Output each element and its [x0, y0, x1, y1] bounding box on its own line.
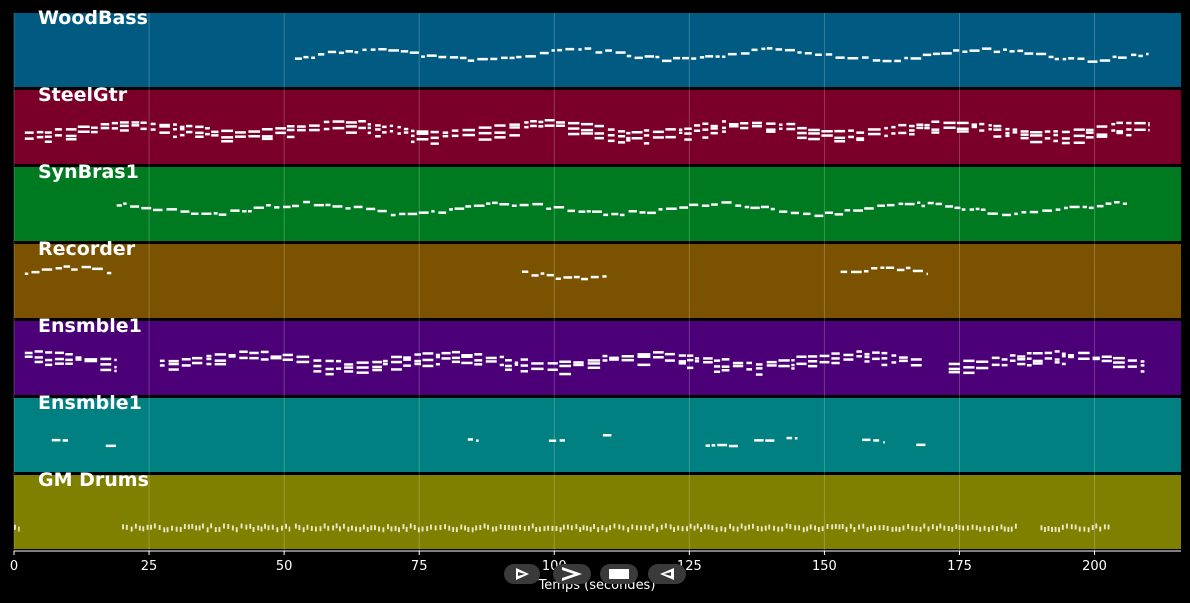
track-notes [116, 200, 1127, 218]
x-tick-label: 0 [9, 559, 19, 574]
forward-button-icon [562, 567, 582, 581]
track-label: Recorder [38, 238, 136, 260]
track-band [14, 398, 1181, 472]
rewind-button[interactable] [648, 564, 686, 584]
x-tick-label: 75 [410, 559, 428, 574]
track-notes [14, 523, 1110, 533]
track-label: SteelGtr [38, 84, 128, 106]
track-notes [51, 434, 926, 448]
x-tick-label: 175 [947, 559, 972, 574]
track-notes [24, 119, 1150, 145]
track-label: SynBras1 [38, 161, 139, 183]
forward-button[interactable] [553, 564, 591, 584]
track-notes [24, 350, 1145, 376]
track-label: Ensmble1 [38, 392, 142, 414]
track-label: WoodBass [38, 7, 148, 29]
play-button-icon [516, 568, 529, 580]
stop-button[interactable] [600, 564, 638, 584]
x-tick-label: 50 [275, 559, 293, 574]
track-label: GM Drums [38, 469, 149, 491]
rewind-button-icon [660, 568, 674, 580]
x-tick-label: 150 [811, 559, 837, 574]
track-band [14, 244, 1181, 318]
track-label: Ensmble1 [38, 315, 142, 337]
track-band [14, 13, 1181, 87]
track-band [14, 475, 1181, 549]
stop-button-icon [609, 569, 629, 579]
track-notes [294, 47, 1149, 63]
play-button[interactable] [504, 564, 540, 584]
x-tick-label: 200 [1082, 559, 1107, 574]
track-notes [24, 265, 928, 281]
track-band [14, 167, 1181, 241]
x-tick-label: 25 [140, 559, 158, 574]
